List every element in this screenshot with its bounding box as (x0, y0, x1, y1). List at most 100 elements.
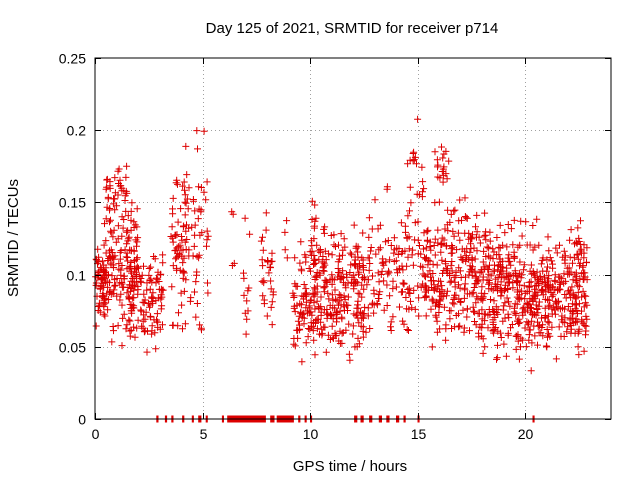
data-point (123, 228, 131, 236)
data-point (490, 248, 498, 256)
data-point (575, 234, 583, 242)
data-point (145, 265, 153, 272)
data-point (399, 288, 406, 296)
data-point (470, 284, 478, 291)
data-point (521, 295, 529, 303)
data-point (141, 315, 149, 323)
data-point (520, 261, 528, 269)
data-point (135, 272, 143, 280)
data-point (409, 150, 417, 157)
data-point (343, 301, 350, 309)
data-point (310, 261, 317, 268)
data-point (159, 251, 167, 259)
data-point (335, 241, 342, 249)
data-point (424, 286, 432, 294)
data-point (473, 228, 481, 236)
data-point (515, 291, 523, 299)
data-point (405, 327, 412, 334)
data-point (169, 194, 177, 202)
data-point (504, 310, 512, 318)
data-point (153, 274, 160, 282)
data-point (436, 301, 444, 309)
data-point (185, 246, 193, 254)
data-point (546, 301, 554, 309)
data-point (313, 273, 321, 281)
data-point (336, 340, 344, 347)
data-point (303, 291, 310, 299)
data-point (498, 288, 506, 296)
data-point (181, 238, 189, 246)
data-point (92, 255, 100, 263)
data-point (290, 335, 298, 342)
data-point (126, 281, 133, 289)
data-point (368, 225, 376, 233)
data-point (115, 165, 123, 173)
data-point (240, 274, 248, 282)
data-point (324, 289, 332, 297)
data-point (440, 292, 448, 300)
data-point (401, 222, 409, 230)
data-point (566, 320, 574, 328)
data-point (541, 304, 549, 312)
y-tick-label: 0 (78, 412, 86, 428)
data-point (297, 238, 305, 246)
data-point (181, 191, 189, 199)
data-point (560, 279, 568, 287)
data-point (571, 271, 579, 279)
data-point (179, 267, 187, 275)
data-point (390, 249, 398, 257)
data-point (309, 327, 317, 335)
data-point (320, 229, 328, 237)
data-point (422, 312, 430, 320)
data-point (442, 267, 450, 275)
data-point (320, 283, 328, 291)
data-point (427, 246, 435, 254)
data-point (392, 257, 400, 265)
data-point (191, 288, 198, 296)
data-point (367, 244, 375, 251)
data-point (198, 229, 206, 237)
data-point (490, 325, 498, 333)
data-point (503, 264, 511, 272)
data-point (122, 325, 130, 333)
data-point (504, 221, 512, 228)
data-point (449, 227, 457, 235)
data-point (476, 239, 484, 247)
data-point (470, 307, 477, 315)
data-point (494, 274, 502, 281)
data-point (143, 279, 151, 287)
data-point (298, 292, 306, 300)
data-point (259, 233, 266, 241)
data-point (315, 303, 322, 311)
data-point (579, 287, 587, 295)
data-point (149, 289, 157, 297)
data-point (113, 292, 121, 300)
data-point (386, 292, 394, 300)
data-point (489, 255, 497, 263)
data-point (466, 262, 474, 270)
data-point (433, 317, 441, 325)
data-point (139, 298, 147, 306)
data-point (415, 312, 423, 320)
data-point (467, 235, 475, 243)
data-point (505, 251, 513, 259)
data-point (485, 285, 493, 293)
data-point (337, 274, 345, 282)
data-point (444, 206, 452, 214)
data-point (148, 322, 156, 330)
x-axis-ticks: 0 5 10 15 20 (92, 58, 533, 442)
data-point (483, 243, 491, 251)
data-point (524, 321, 532, 329)
data-point (118, 342, 126, 350)
data-point (387, 318, 395, 326)
data-point (181, 186, 188, 194)
data-point (527, 278, 535, 286)
data-point (351, 343, 359, 351)
data-point (496, 255, 504, 263)
data-point (559, 304, 566, 312)
data-point (581, 322, 589, 329)
data-point (426, 238, 434, 246)
data-point (449, 299, 457, 307)
